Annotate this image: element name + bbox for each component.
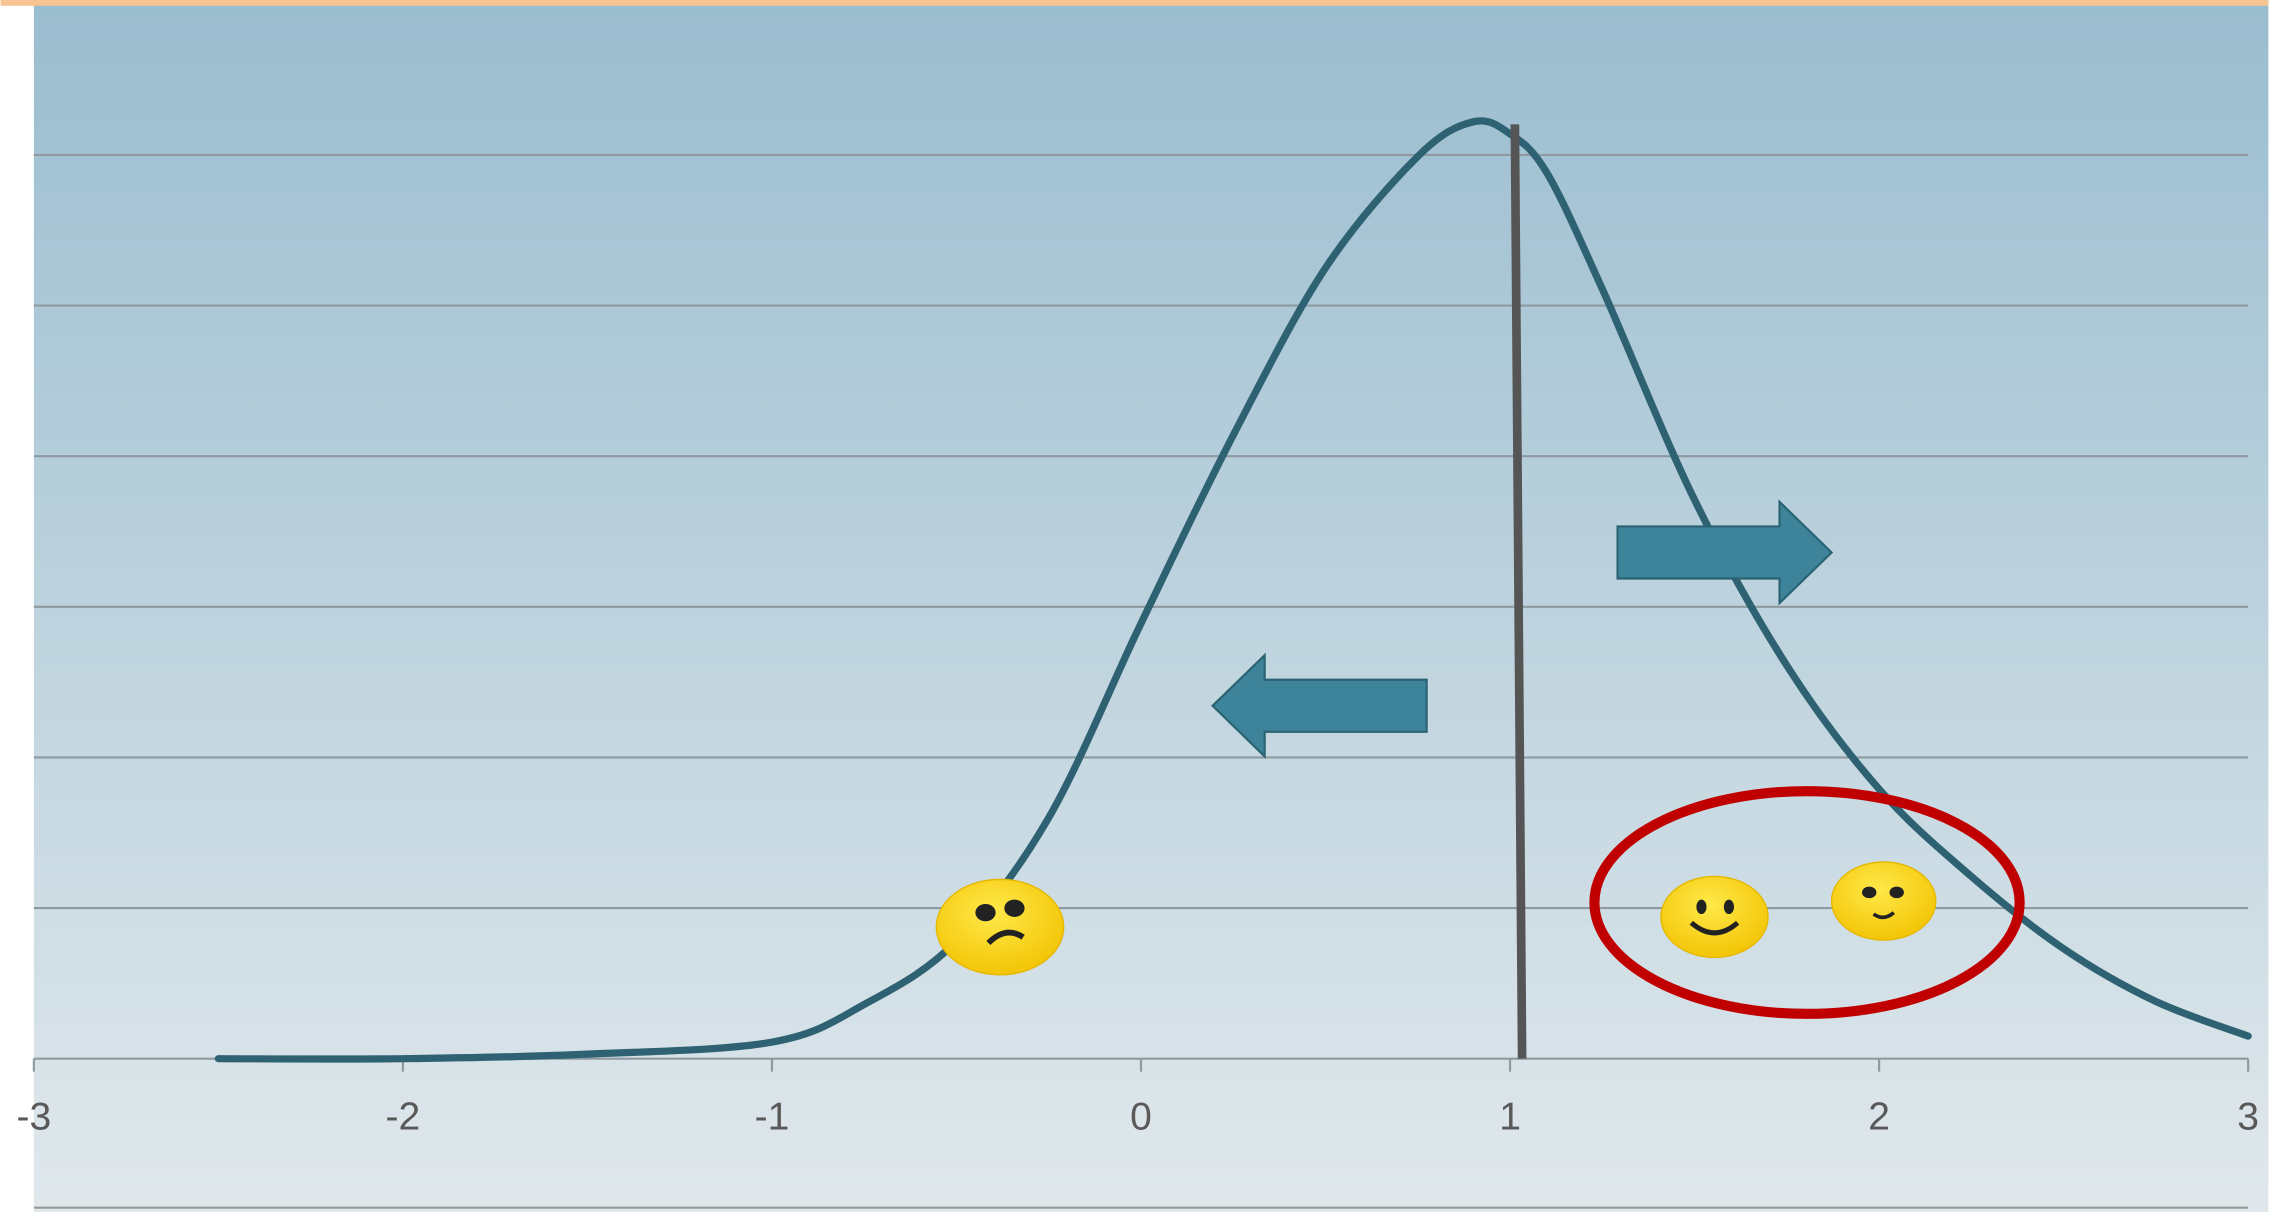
- highlight-ellipse: [1589, 786, 2025, 1019]
- x-tick-label: 2: [1868, 1096, 1890, 1139]
- top-band: [0, 0, 2269, 6]
- mean-line: [1510, 124, 1527, 1059]
- happy-face: [1660, 875, 1769, 959]
- x-tick-label: -1: [755, 1096, 790, 1139]
- x-tick-label: -3: [16, 1096, 51, 1139]
- x-tick-label: 1: [1499, 1096, 1521, 1139]
- right-arrow: [1616, 499, 1834, 606]
- x-tick-label: 3: [2237, 1096, 2259, 1139]
- left-arrow: [1211, 652, 1428, 759]
- sad-face: [935, 878, 1065, 976]
- x-tick-label: 0: [1130, 1096, 1152, 1139]
- x-tick-label: -2: [386, 1096, 421, 1139]
- content-face: [1830, 861, 1937, 941]
